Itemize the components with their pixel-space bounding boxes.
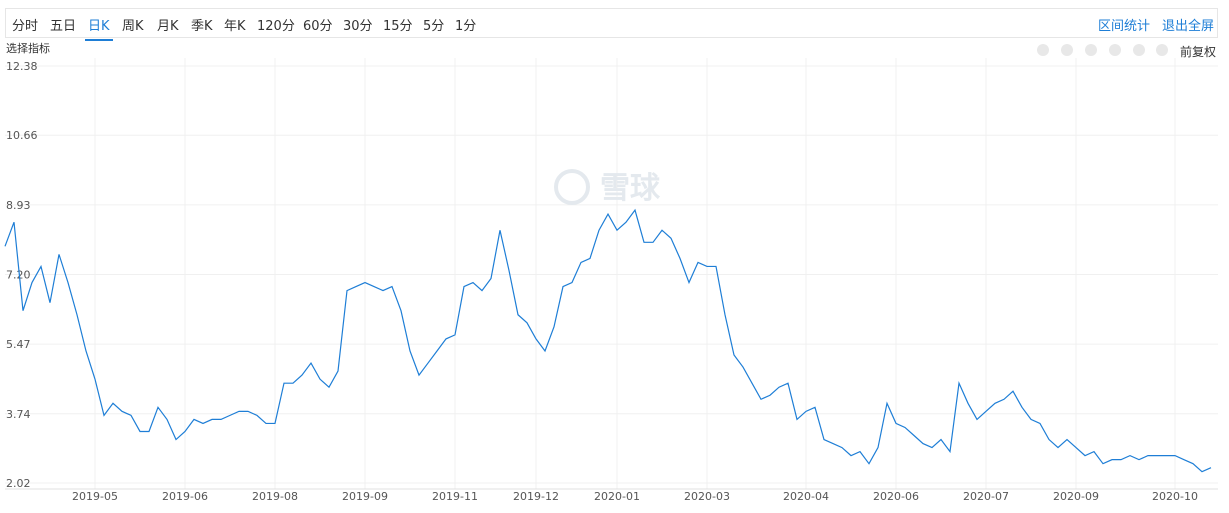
price-line	[4, 208, 1212, 473]
x-tick-label: 2020-09	[1053, 490, 1099, 503]
period-tab[interactable]: 60分	[303, 19, 333, 34]
period-tab[interactable]: 分时	[12, 19, 39, 34]
period-tab[interactable]: 月K	[157, 19, 179, 34]
y-tick-label: 10.66	[6, 129, 38, 142]
x-tick-label: 2019-09	[342, 490, 388, 503]
period-tab[interactable]: 年K	[224, 19, 246, 34]
y-tick-label: 2.02	[6, 477, 31, 490]
x-tick-label: 2020-04	[783, 490, 829, 503]
y-tick-label: 3.74	[6, 408, 31, 421]
x-tick-label: 2020-01	[594, 490, 640, 503]
toolbar-action[interactable]: 区间统计	[1098, 19, 1151, 34]
period-tab[interactable]: 五日	[50, 19, 77, 34]
period-tab[interactable]: 周K	[122, 19, 144, 34]
toolbar: 分时 五日 日K 周K 月K 季K 年K 120分 60分 30分 15分 5分 1分 区间统计 退出全屏	[5, 8, 1218, 41]
toolbar-action[interactable]: 退出全屏	[1162, 19, 1215, 34]
x-tick-label: 2020-10	[1152, 490, 1198, 503]
y-tick-label: 8.93	[6, 199, 31, 212]
x-tick-label: 2020-03	[684, 490, 730, 503]
x-tick-label: 2019-08	[252, 490, 298, 503]
undo-icon[interactable]	[1037, 44, 1049, 56]
zoom-out-icon[interactable]	[1085, 44, 1097, 56]
pin-icon[interactable]	[1156, 44, 1168, 56]
y-tick-label: 7.20	[6, 269, 31, 282]
x-tick-label: 2019-11	[432, 490, 478, 503]
x-tick-label: 2019-05	[72, 490, 118, 503]
period-tab[interactable]: 日K	[85, 15, 113, 41]
x-tick-label: 2020-07	[963, 490, 1009, 503]
right-icon[interactable]	[1133, 44, 1145, 56]
tool-icons	[1037, 44, 1168, 56]
adjust-mode[interactable]: 前复权	[1180, 45, 1217, 59]
indicator-selector[interactable]: 选择指标	[6, 42, 50, 55]
x-tick-label: 2020-06	[873, 490, 919, 503]
watermark-logo	[554, 169, 590, 205]
period-tab[interactable]: 15分	[383, 19, 413, 34]
x-tick-label: 2019-06	[162, 490, 208, 503]
left-icon[interactable]	[1109, 44, 1121, 56]
period-tab[interactable]: 30分	[343, 19, 373, 34]
zoom-in-icon[interactable]	[1061, 44, 1073, 56]
period-tab[interactable]: 1分	[455, 19, 477, 34]
period-tab[interactable]: 120分	[257, 19, 295, 34]
period-tab[interactable]: 5分	[423, 19, 445, 34]
y-tick-label: 5.47	[6, 338, 31, 351]
y-tick-label: 12.38	[6, 60, 38, 73]
period-tab[interactable]: 季K	[191, 19, 213, 34]
watermark: 雪球	[600, 171, 661, 206]
x-tick-label: 2019-12	[513, 490, 559, 503]
